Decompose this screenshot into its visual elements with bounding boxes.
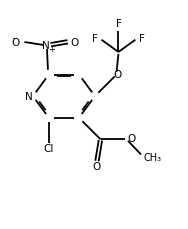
Text: O: O [113,70,121,80]
Text: O: O [93,161,101,171]
Text: N: N [42,41,50,51]
Text: O: O [70,38,79,47]
Text: O: O [127,134,135,144]
Text: Cl: Cl [44,143,54,153]
Text: F: F [92,34,98,44]
Text: O: O [11,38,20,47]
Text: N: N [25,92,33,102]
Text: CH₃: CH₃ [144,153,162,163]
Text: +: + [48,45,55,54]
Text: ⁻: ⁻ [11,36,17,46]
Text: F: F [115,19,121,28]
Text: F: F [139,34,145,44]
